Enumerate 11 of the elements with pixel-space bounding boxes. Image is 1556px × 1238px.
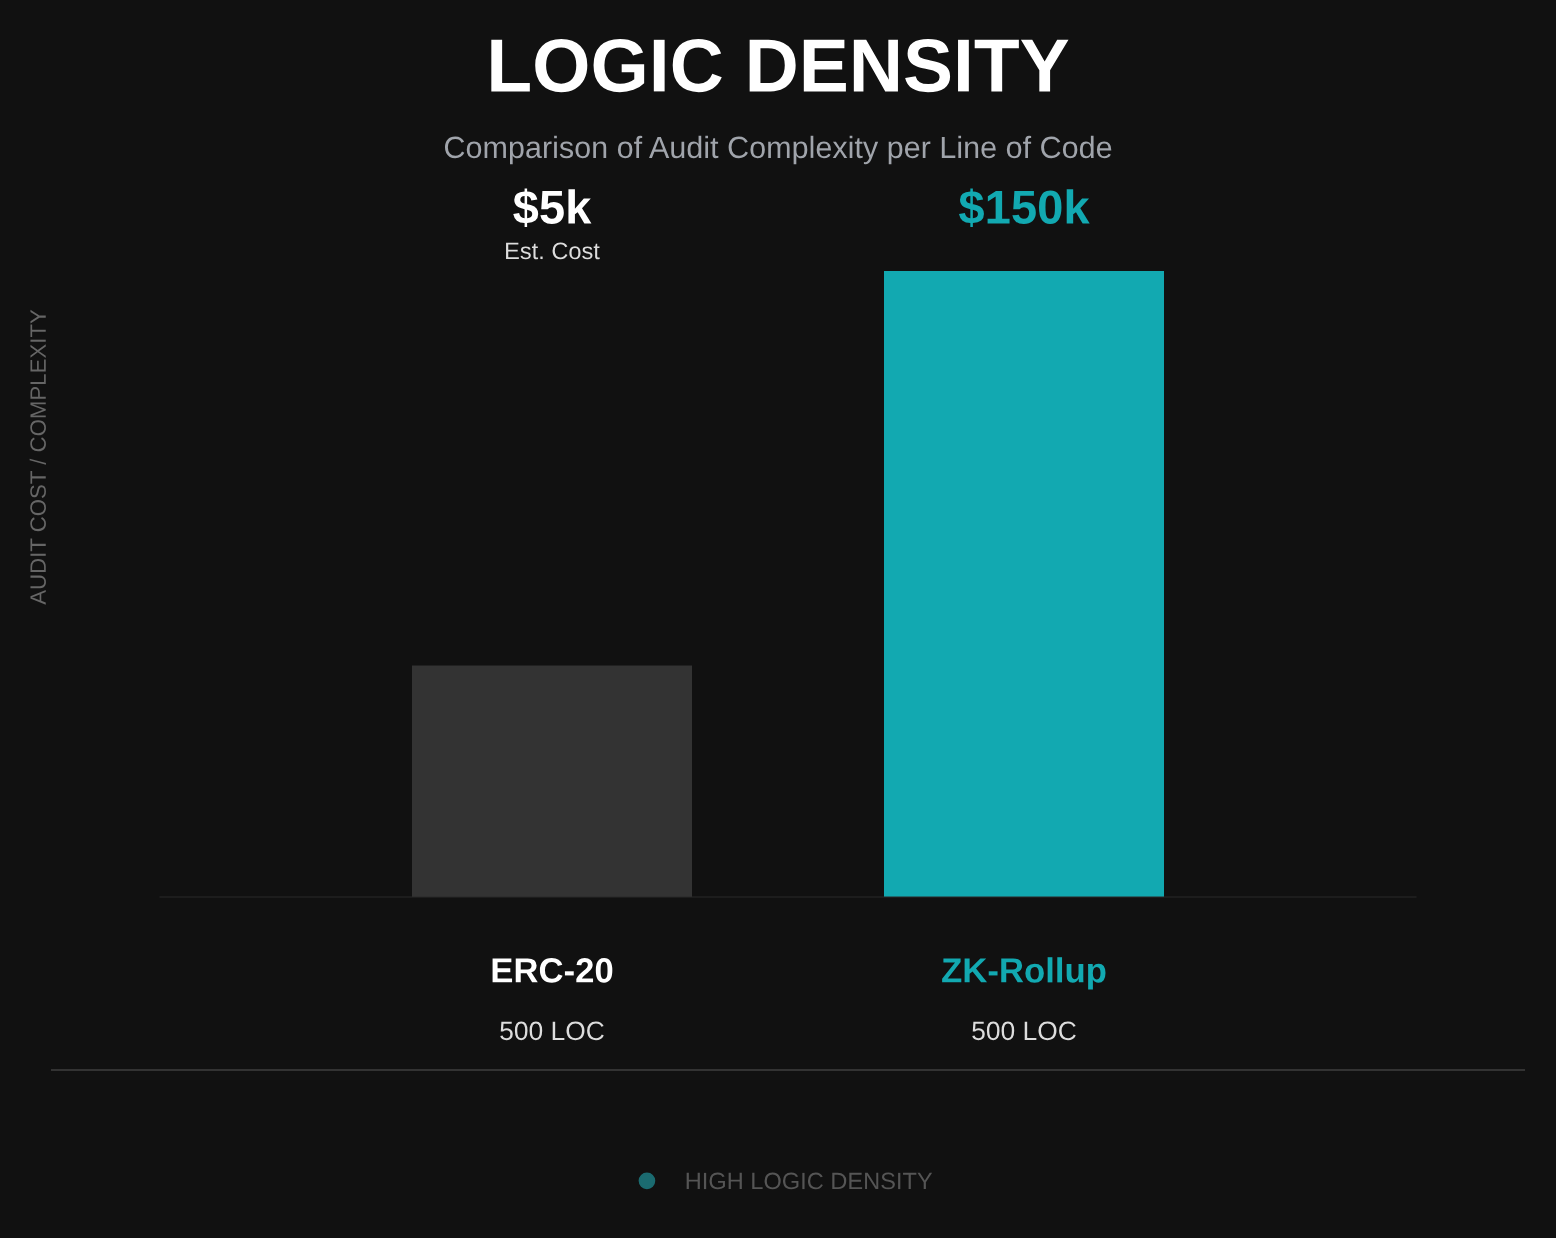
x-tick-label: ERC-20 xyxy=(492,958,613,983)
text: $5k xyxy=(513,188,592,227)
text: 500 LOC xyxy=(972,1021,1076,1041)
chart-title: LOGIC DENSITY xyxy=(491,39,1069,93)
text: $150k xyxy=(958,188,1090,227)
x-tick-label: ZK-Rollup xyxy=(942,957,1106,990)
chart-subtitle: Comparison of Audit Complexity per Line of Code xyxy=(444,135,1112,165)
text: Est. Cost xyxy=(506,242,600,260)
text: HIGH LOGIC DENSITY xyxy=(686,1172,933,1190)
text: 500 LOC xyxy=(500,1021,604,1041)
text: AUDIT COST / COMPLEXITY xyxy=(29,309,46,605)
